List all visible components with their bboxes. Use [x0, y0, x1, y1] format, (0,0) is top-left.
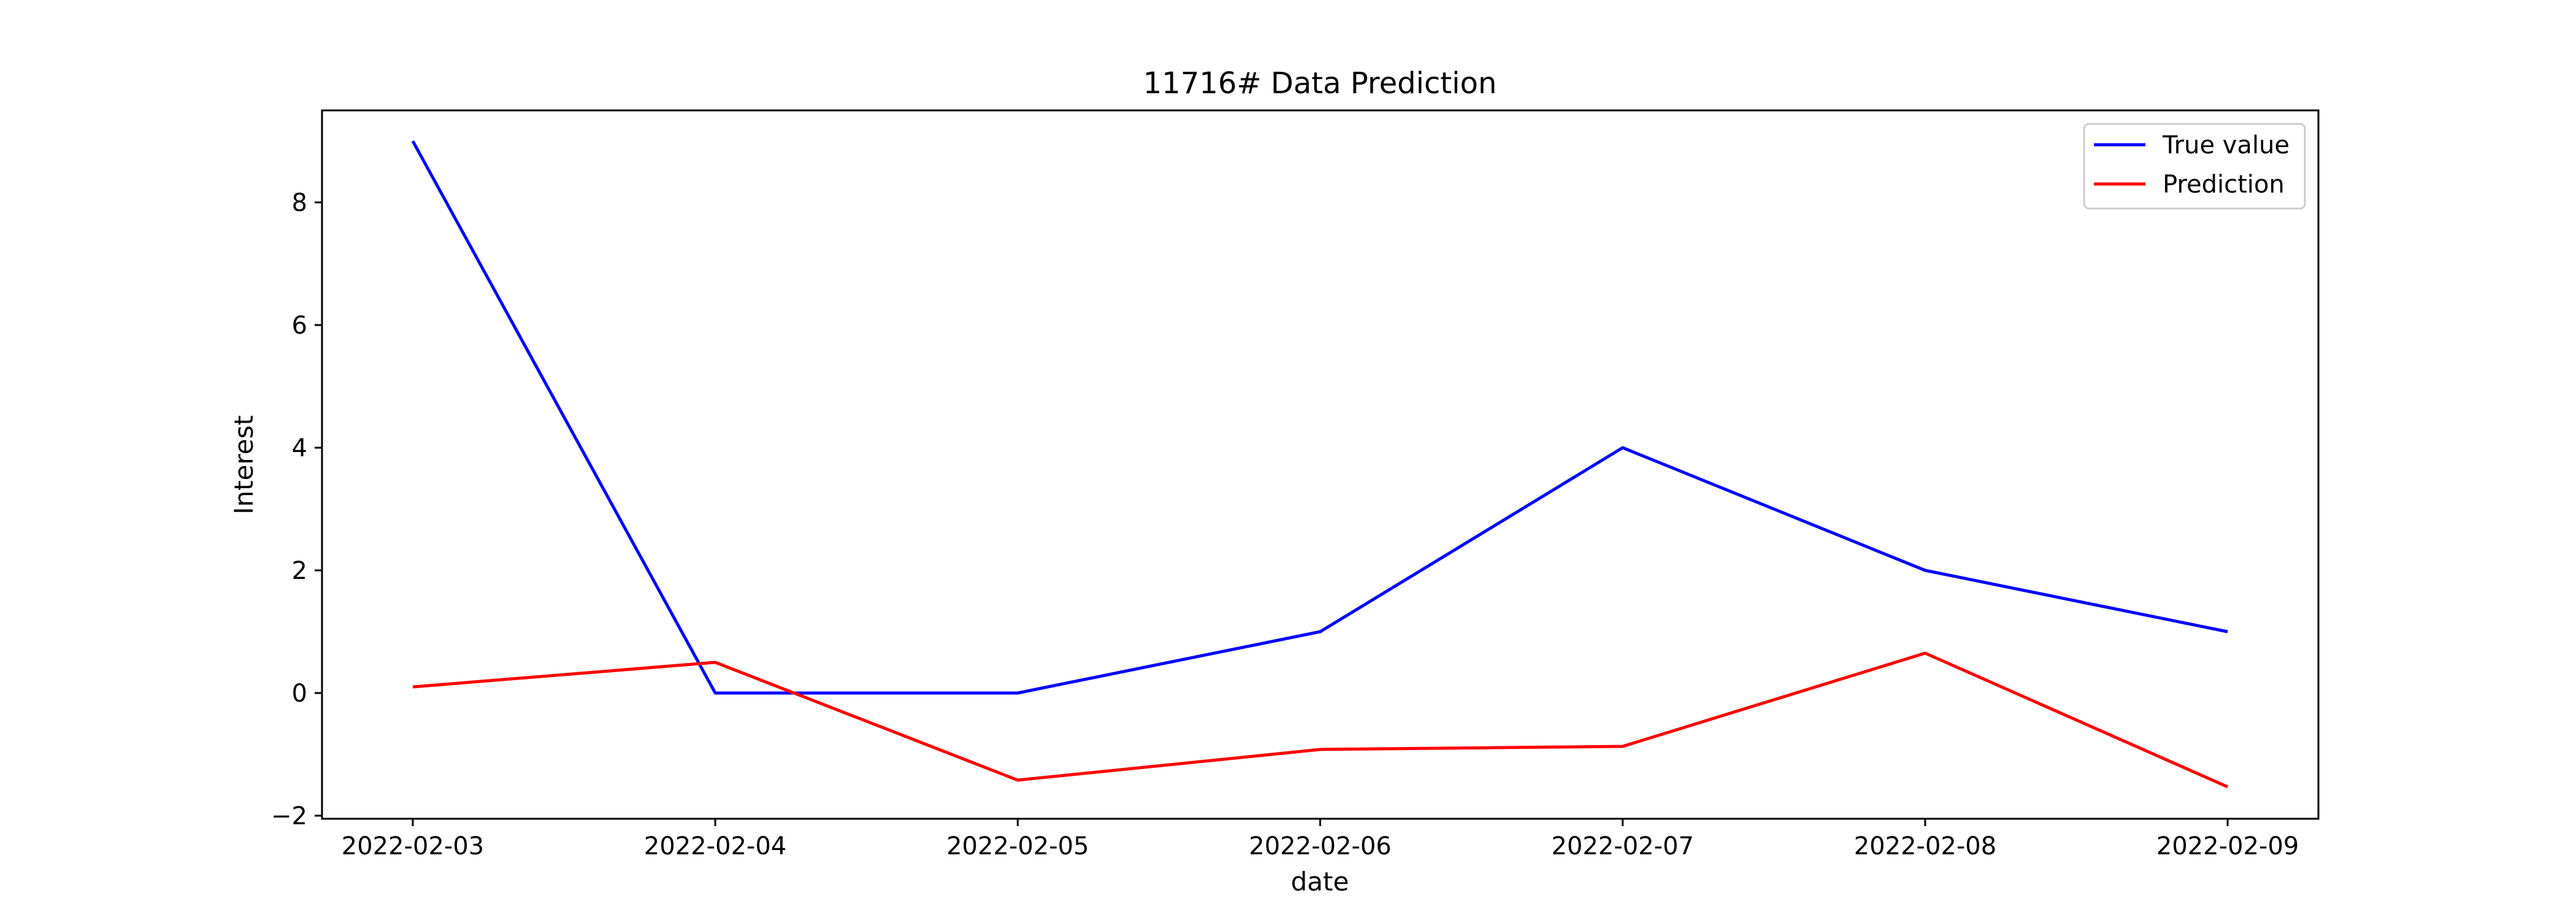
x-tick-label: 2022-02-06 — [1249, 832, 1391, 860]
x-tick-label: 2022-02-08 — [1854, 832, 1996, 860]
x-tick-label: 2022-02-04 — [644, 832, 786, 860]
legend-label: True value — [2162, 131, 2290, 159]
y-tick-label: −2 — [271, 802, 307, 830]
x-tick-label: 2022-02-03 — [342, 832, 484, 860]
x-tick-label: 2022-02-09 — [2156, 832, 2299, 860]
x-axis-label: date — [1291, 867, 1349, 897]
series-line-true-value — [411, 140, 2228, 695]
x-tick-label: 2022-02-05 — [946, 832, 1089, 860]
y-tick-label: 0 — [292, 680, 307, 708]
y-tick-label: 6 — [292, 312, 307, 340]
y-axis: −2 0 2 4 6 8 — [271, 189, 322, 830]
y-tick-label: 2 — [292, 557, 307, 585]
y-tick-label: 8 — [292, 189, 307, 217]
series-layer — [411, 140, 2229, 789]
series-line-prediction — [412, 651, 2229, 789]
x-tick-label: 2022-02-07 — [1551, 832, 1693, 860]
y-axis-label: Interest — [229, 415, 259, 515]
x-axis: 2022-02-03 2022-02-04 2022-02-05 2022-02-06… — [342, 819, 2299, 860]
chart-title: 11716# Data Prediction — [1143, 66, 1497, 101]
legend-label: Prediction — [2163, 170, 2285, 199]
y-tick-label: 4 — [292, 434, 307, 462]
legend: True value Prediction — [2083, 123, 2306, 210]
